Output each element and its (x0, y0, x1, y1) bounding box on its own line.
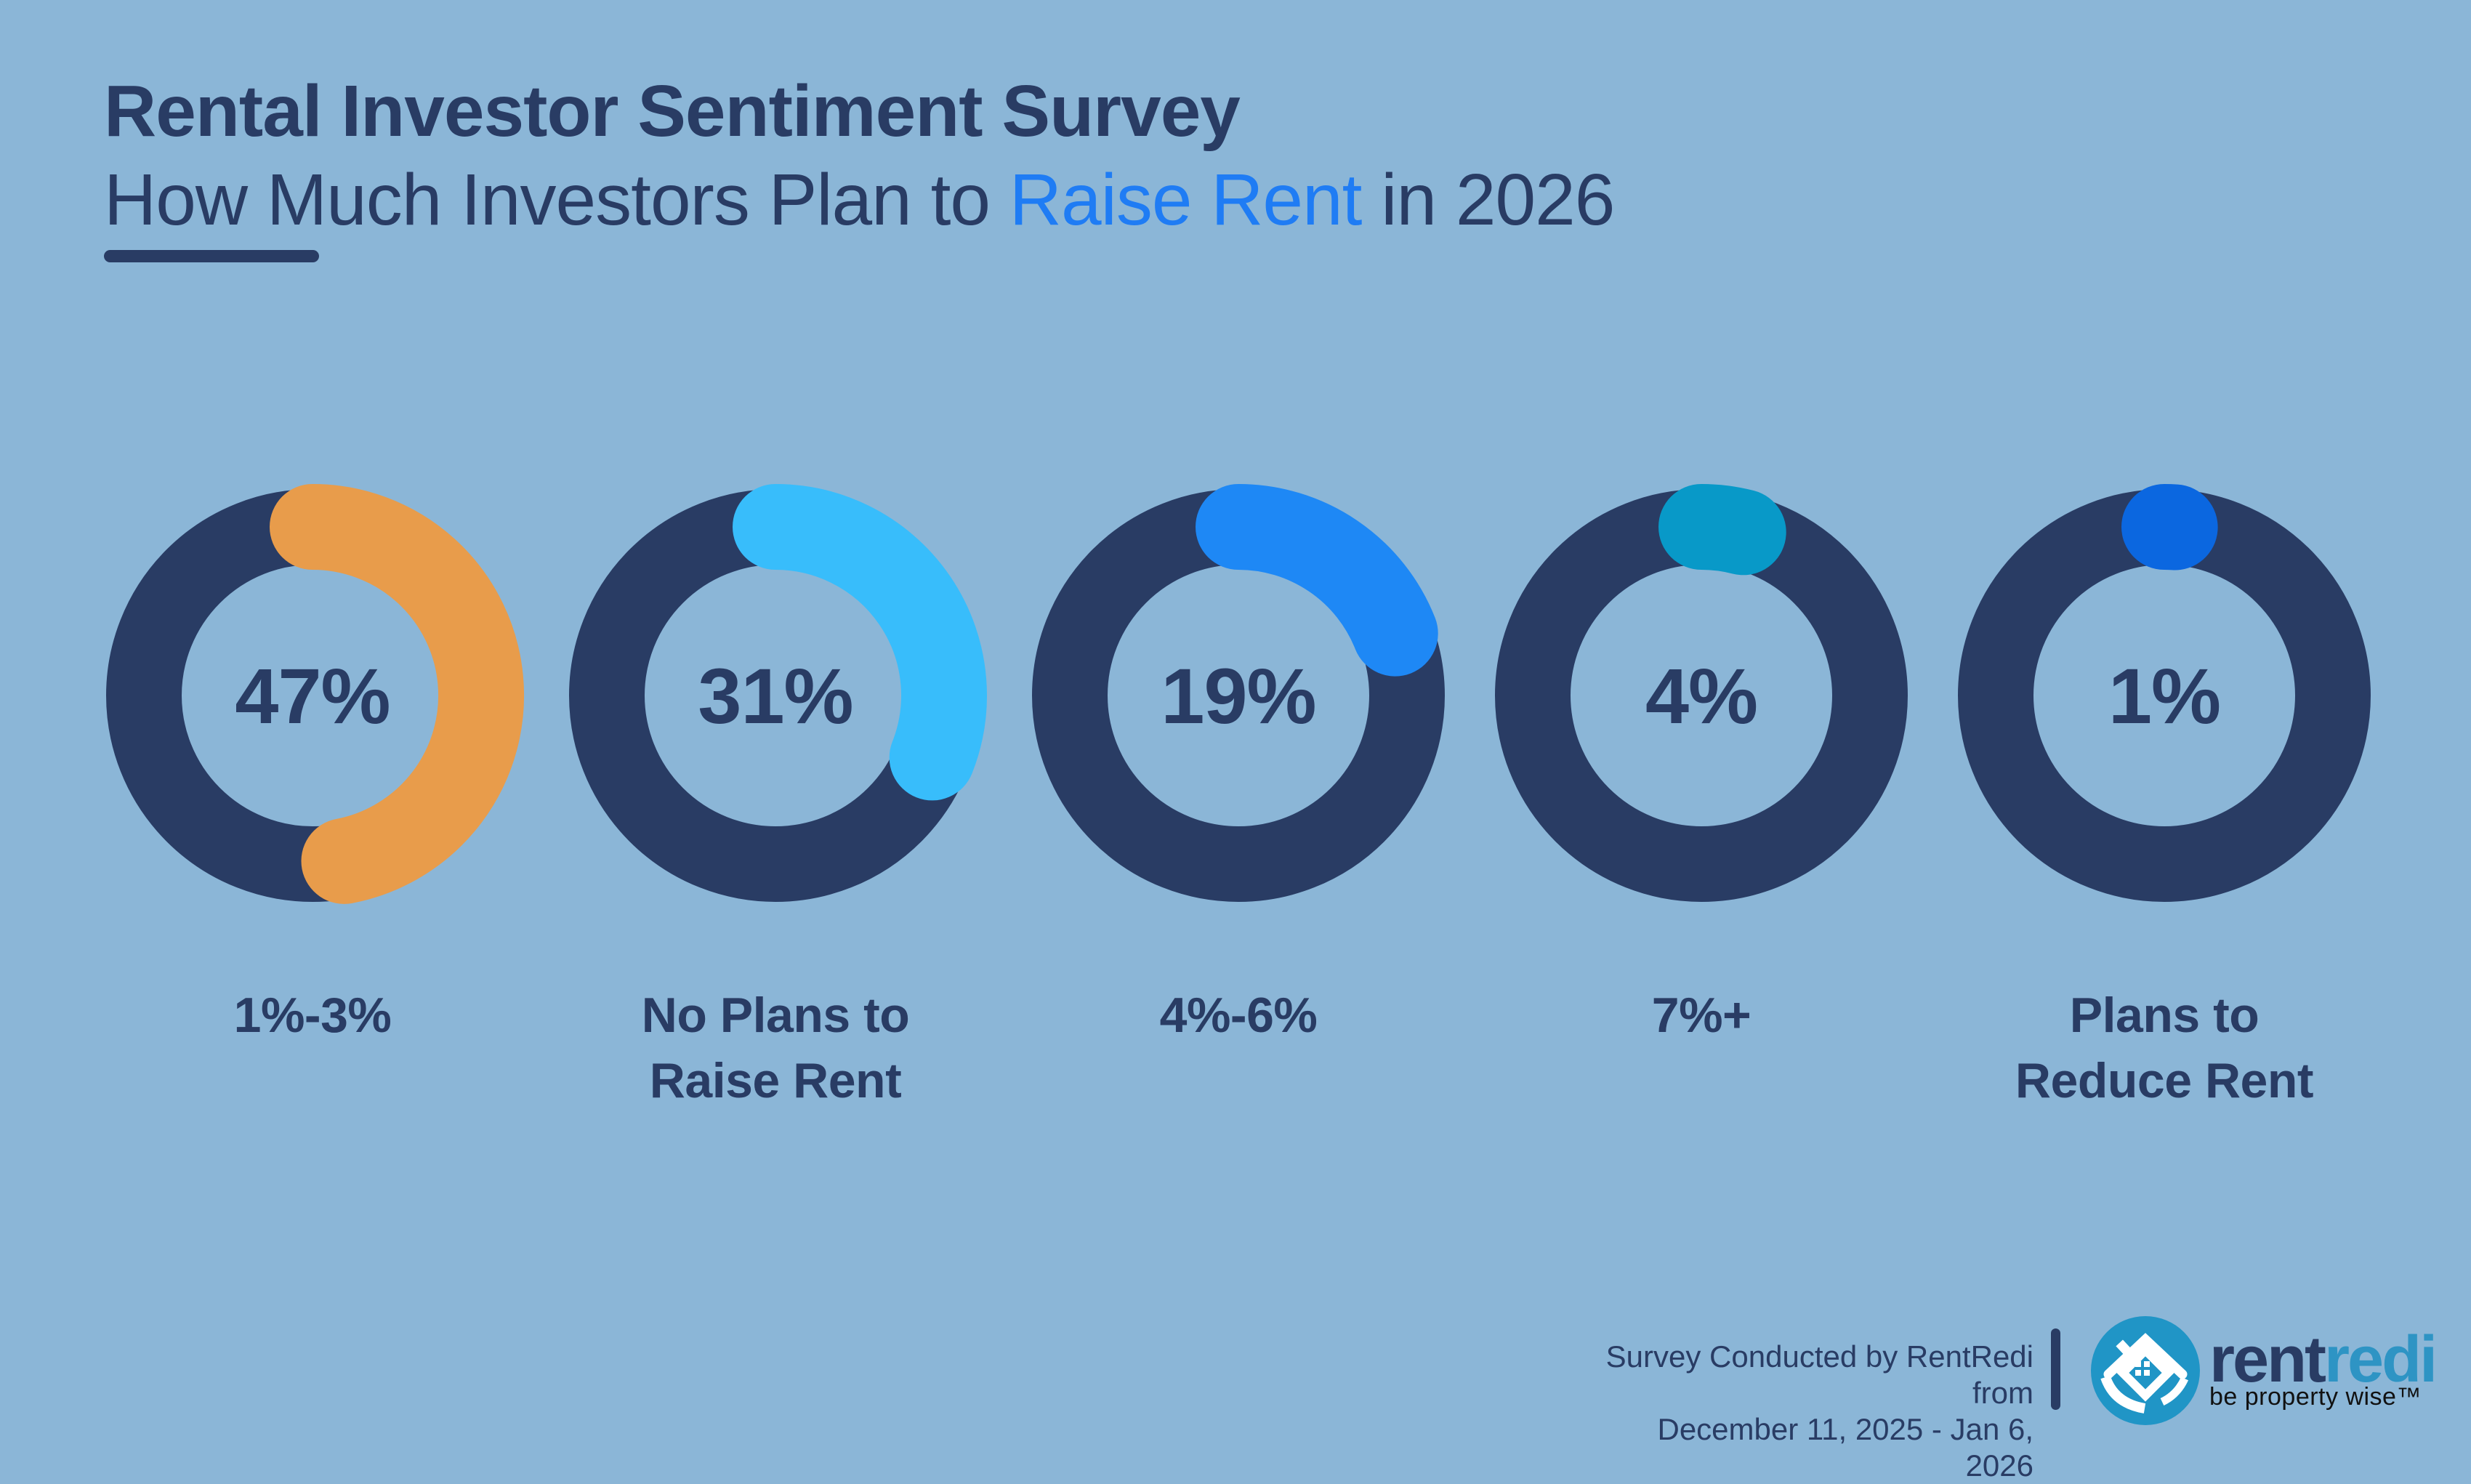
logo-house-diamond (2116, 1344, 2174, 1402)
caption-line: Plans to (2069, 988, 2260, 1043)
donut-value-label: 31% (698, 651, 853, 740)
donut-chart-7pct-plus: 4% (1483, 477, 1919, 914)
donut-value-arc (2121, 484, 2218, 570)
donut-value-label: 47% (235, 651, 390, 740)
donut-value-arc (1196, 484, 1438, 677)
donut-chart-reduce-rent: 1% (1946, 477, 2382, 914)
subtitle-highlight: Raise Rent (1009, 159, 1363, 241)
logo-swoosh-right (2160, 1376, 2189, 1406)
caption-line: 4%-6% (1159, 988, 1318, 1043)
wordmark-rent: rent (2209, 1323, 2326, 1396)
rentredi-wordmark: rentredi (2209, 1323, 2438, 1398)
logo-tagline: be property wise™ (2209, 1383, 2422, 1411)
subtitle-prefix: How Much Investors Plan to (104, 159, 1009, 241)
logo-swoosh (2100, 1375, 2146, 1414)
donut-chart-no-plans: 31% (557, 477, 993, 914)
donut-value-label: 1% (2108, 651, 2221, 740)
donut-value-label: 4% (1645, 651, 1758, 740)
logo-window (2135, 1370, 2141, 1376)
caption-line: 7%+ (1651, 988, 1752, 1043)
donut-svg (1958, 484, 2371, 902)
donut-caption: 7%+ (1483, 983, 1919, 1048)
donut-svg (106, 484, 525, 904)
donut-svg (1495, 484, 1908, 902)
caption-line: Raise Rent (649, 1053, 902, 1108)
donut-chart-1-3pct: 47% (94, 477, 531, 914)
logo-window (2135, 1361, 2141, 1367)
infographic-canvas: Rental Investor Sentiment Survey How Muc… (94, 70, 2438, 1483)
caption-line: 1%-3% (233, 988, 392, 1043)
page-title: Rental Investor Sentiment Survey (104, 70, 1241, 152)
logo-chimney (2116, 1339, 2135, 1359)
survey-note: Survey Conducted by RentRedi from Decemb… (1599, 1339, 2033, 1484)
donut-value-arc (733, 484, 987, 801)
title-underline (104, 250, 319, 262)
donut-value-label: 19% (1161, 651, 1316, 740)
donut-caption: Plans to Reduce Rent (1946, 983, 2382, 1113)
donut-value-arc (1658, 484, 1786, 576)
logo-window (2144, 1361, 2150, 1367)
logo-roof (2103, 1333, 2188, 1379)
page-subtitle: How Much Investors Plan to Raise Rent in… (104, 158, 1615, 242)
donut-svg (569, 484, 987, 902)
donut-svg (1032, 484, 1445, 902)
donut-caption: 1%-3% (94, 983, 531, 1048)
logo-window (2144, 1370, 2150, 1376)
rentredi-logo-icon (2091, 1316, 2200, 1425)
footer-divider (2051, 1328, 2060, 1410)
survey-note-line2: December 11, 2025 - Jan 6, 2026 (1657, 1412, 2033, 1483)
donut-caption: 4%-6% (1020, 983, 1456, 1048)
subtitle-suffix: in 2026 (1361, 159, 1615, 241)
donut-chart-4-6pct: 19% (1020, 477, 1456, 914)
donut-value-arc (270, 484, 525, 904)
donut-caption: No Plans to Raise Rent (557, 983, 993, 1113)
caption-line: No Plans to (641, 988, 910, 1043)
wordmark-redi: redi (2324, 1323, 2438, 1396)
survey-note-line1: Survey Conducted by RentRedi from (1605, 1339, 2033, 1410)
caption-line: Reduce Rent (2015, 1053, 2314, 1108)
